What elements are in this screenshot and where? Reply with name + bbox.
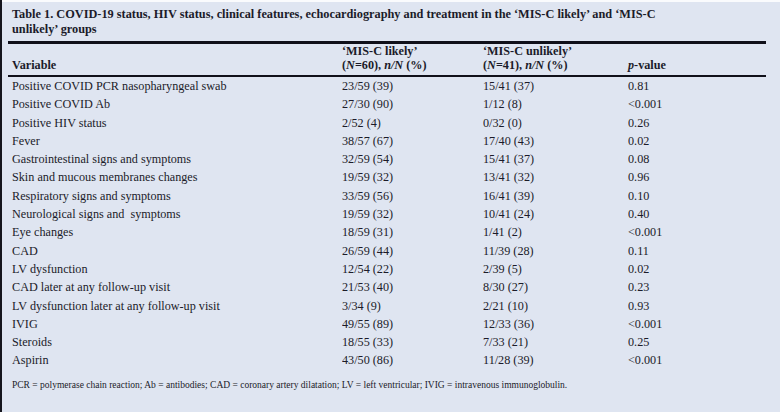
unlikely-cell: 12/33 (36)	[483, 315, 628, 333]
pvalue-cell: 0.25	[628, 333, 768, 351]
pvalue-cell: <0.001	[628, 351, 768, 369]
variable-cell: Aspirin	[12, 351, 342, 369]
pvalue-cell: <0.001	[628, 315, 768, 333]
table-header: Variable ‘MIS-C likely’ (N=60), n/N (%) …	[12, 45, 768, 73]
pvalue-cell: 0.93	[628, 297, 768, 315]
variable-cell: Gastrointestinal signs and symptoms	[12, 150, 342, 168]
likely-cell: 38/57 (67)	[342, 132, 483, 150]
likely-cell: 19/59 (32)	[342, 205, 483, 223]
unlikely-cell: 11/28 (39)	[483, 351, 628, 369]
column-header-misc-unlikely: ‘MIS-C unlikely’ (N=41), n/N (%)	[483, 45, 628, 73]
pvalue-cell: 0.11	[628, 242, 768, 260]
table-row: Positive HIV status2/52 (4)0/32 (0)0.26	[12, 114, 768, 132]
table-row: Aspirin43/50 (86)11/28 (39)<0.001	[12, 351, 768, 369]
variable-cell: Fever	[12, 132, 342, 150]
variable-cell: Eye changes	[12, 223, 342, 241]
table-row: Positive COVID PCR nasopharyngeal swab23…	[12, 77, 768, 95]
table-row: LV dysfunction later at any follow-up vi…	[12, 297, 768, 315]
unlikely-cell: 2/39 (5)	[483, 260, 628, 278]
unlikely-cell: 7/33 (21)	[483, 333, 628, 351]
variable-cell: LV dysfunction later at any follow-up vi…	[12, 297, 342, 315]
misc-likely-group-label: ‘MIS-C likely’	[342, 45, 483, 59]
pvalue-cell: 0.10	[628, 187, 768, 205]
pvalue-cell: 0.81	[628, 77, 768, 95]
unlikely-cell: 0/32 (0)	[483, 114, 628, 132]
unlikely-cell: 15/41 (37)	[483, 150, 628, 168]
likely-cell: 18/55 (33)	[342, 333, 483, 351]
variable-cell: Steroids	[12, 333, 342, 351]
table-row: Skin and mucous membranes changes19/59 (…	[12, 168, 768, 186]
variable-cell: Skin and mucous membranes changes	[12, 168, 342, 186]
likely-cell: 2/52 (4)	[342, 114, 483, 132]
likely-cell: 23/59 (39)	[342, 77, 483, 95]
variable-cell: CAD later at any follow-up visit	[12, 278, 342, 296]
table-row: Fever38/57 (67)17/40 (43)0.02	[12, 132, 768, 150]
table-footnote: PCR = polymerase chain reaction; Ab = an…	[12, 379, 772, 391]
paper-table-page: Table 1. COVID-19 status, HIV status, cl…	[0, 0, 780, 412]
pvalue-cell: <0.001	[628, 95, 768, 113]
table-row: Positive COVID Ab27/30 (90)1/12 (8)<0.00…	[12, 95, 768, 113]
likely-cell: 32/59 (54)	[342, 150, 483, 168]
table-row: Gastrointestinal signs and symptoms32/59…	[12, 150, 768, 168]
table-title-line1: Table 1. COVID-19 status, HIV status, cl…	[12, 7, 774, 22]
unlikely-cell: 13/41 (32)	[483, 168, 628, 186]
variable-cell: Positive COVID Ab	[12, 95, 342, 113]
table-row: CAD26/59 (44)11/39 (28)0.11	[12, 242, 768, 260]
unlikely-cell: 8/30 (27)	[483, 278, 628, 296]
variable-cell: IVIG	[12, 315, 342, 333]
likely-cell: 43/50 (86)	[342, 351, 483, 369]
likely-cell: 19/59 (32)	[342, 168, 483, 186]
scan-edge-top	[0, 0, 780, 2]
unlikely-cell: 2/21 (10)	[483, 297, 628, 315]
table-body: Positive COVID PCR nasopharyngeal swab23…	[12, 77, 768, 370]
column-header-pvalue: p-value	[628, 59, 768, 73]
table-row: Neurological signs and symptoms19/59 (32…	[12, 205, 768, 223]
likely-cell: 18/59 (31)	[342, 223, 483, 241]
unlikely-cell: 1/12 (8)	[483, 95, 628, 113]
variable-cell: Positive HIV status	[12, 114, 342, 132]
table-row: LV dysfunction12/54 (22)2/39 (5)0.02	[12, 260, 768, 278]
likely-cell: 33/59 (56)	[342, 187, 483, 205]
table-row: Steroids18/55 (33)7/33 (21)0.25	[12, 333, 768, 351]
likely-cell: 21/53 (40)	[342, 278, 483, 296]
scan-edge-left	[0, 0, 2, 412]
variable-cell: CAD	[12, 242, 342, 260]
likely-cell: 12/54 (22)	[342, 260, 483, 278]
table-row: Respiratory signs and symptoms33/59 (56)…	[12, 187, 768, 205]
likely-cell: 49/55 (89)	[342, 315, 483, 333]
variable-cell: Neurological signs and symptoms	[12, 205, 342, 223]
pvalue-cell: 0.40	[628, 205, 768, 223]
column-header-variable: Variable	[12, 59, 342, 73]
variable-cell: Respiratory signs and symptoms	[12, 187, 342, 205]
variable-cell: LV dysfunction	[12, 260, 342, 278]
unlikely-cell: 10/41 (24)	[483, 205, 628, 223]
table-title: Table 1. COVID-19 status, HIV status, cl…	[12, 7, 774, 37]
unlikely-cell: 1/41 (2)	[483, 223, 628, 241]
pvalue-cell: 0.23	[628, 278, 768, 296]
pvalue-cell: 0.08	[628, 150, 768, 168]
table-row: Eye changes18/59 (31)1/41 (2)<0.001	[12, 223, 768, 241]
table-row: IVIG49/55 (89)12/33 (36)<0.001	[12, 315, 768, 333]
column-header-misc-likely: ‘MIS-C likely’ (N=60), n/N (%)	[342, 45, 483, 73]
likely-cell: 26/59 (44)	[342, 242, 483, 260]
table-title-line2: unlikely’ groups	[12, 22, 774, 37]
variable-cell: Positive COVID PCR nasopharyngeal swab	[12, 77, 342, 95]
pvalue-cell: 0.02	[628, 132, 768, 150]
misc-unlikely-subheader: (N=41), n/N (%)	[483, 59, 628, 73]
pvalue-cell: 0.02	[628, 260, 768, 278]
misc-unlikely-group-label: ‘MIS-C unlikely’	[483, 45, 628, 59]
pvalue-cell: <0.001	[628, 223, 768, 241]
likely-cell: 27/30 (90)	[342, 95, 483, 113]
misc-likely-subheader: (N=60), n/N (%)	[342, 59, 483, 73]
table-row: CAD later at any follow-up visit21/53 (4…	[12, 278, 768, 296]
unlikely-cell: 16/41 (39)	[483, 187, 628, 205]
pvalue-cell: 0.96	[628, 168, 768, 186]
likely-cell: 3/34 (9)	[342, 297, 483, 315]
unlikely-cell: 15/41 (37)	[483, 77, 628, 95]
unlikely-cell: 17/40 (43)	[483, 132, 628, 150]
pvalue-cell: 0.26	[628, 114, 768, 132]
unlikely-cell: 11/39 (28)	[483, 242, 628, 260]
